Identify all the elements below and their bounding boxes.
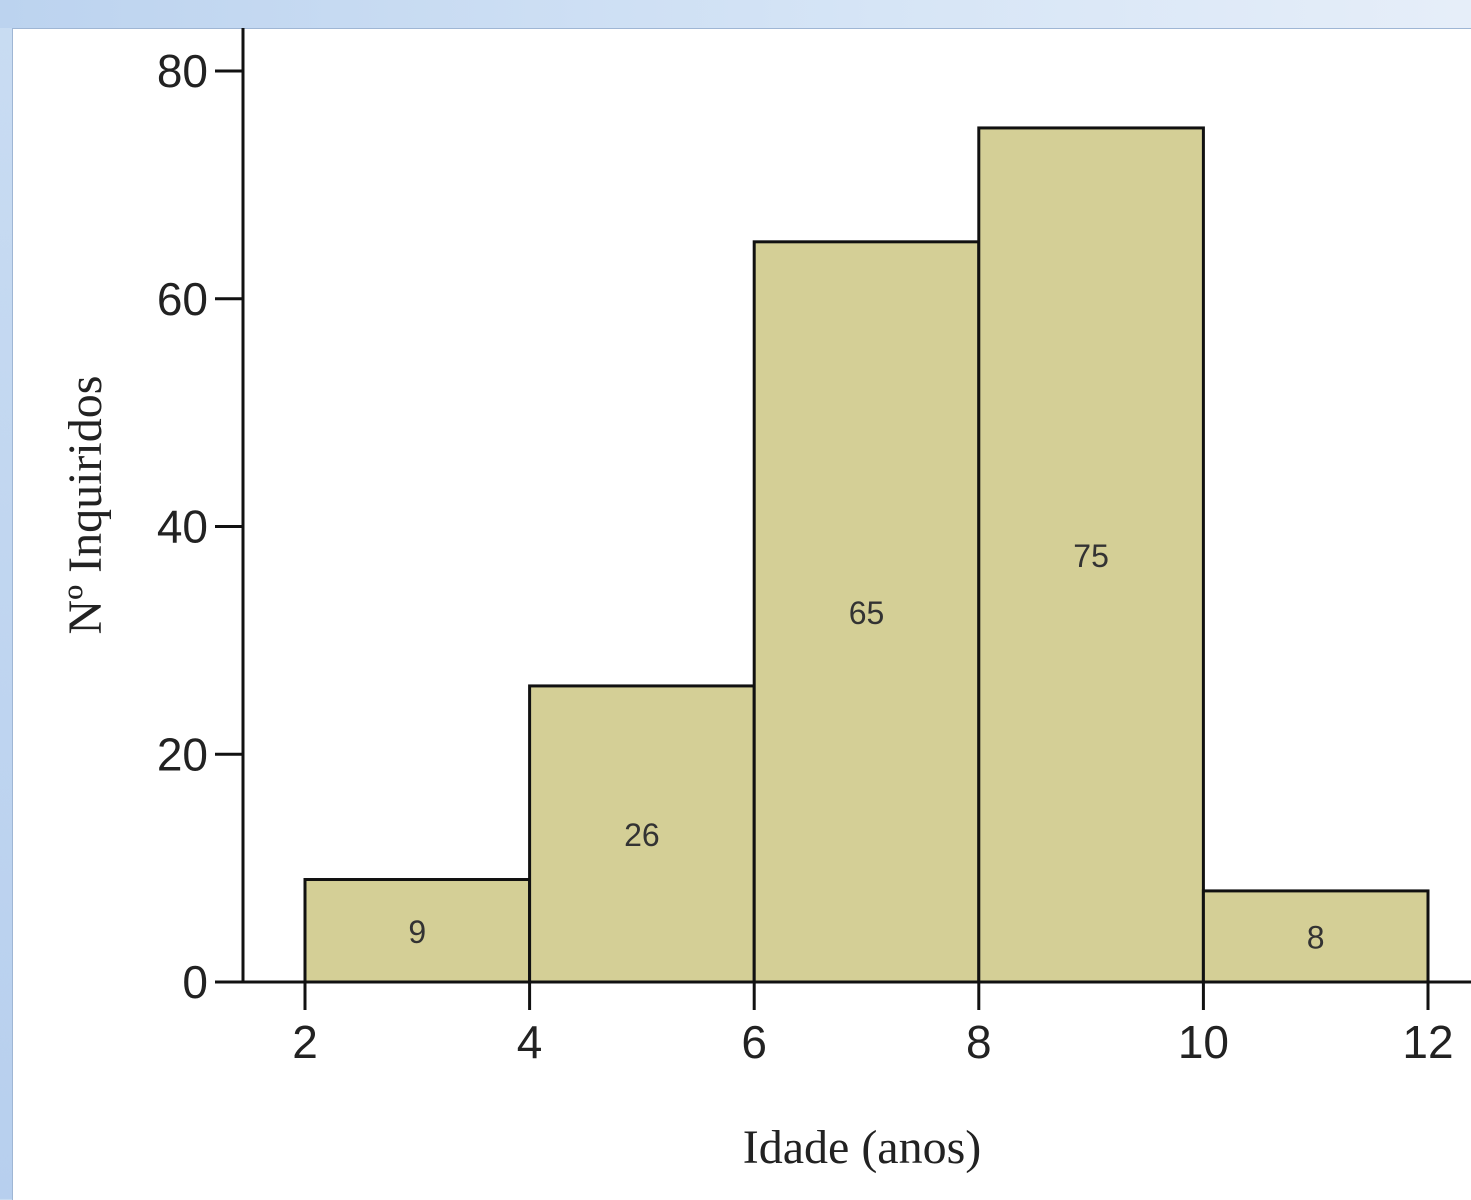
x-tick-label: 6 bbox=[741, 1016, 767, 1068]
x-tick-label: 4 bbox=[517, 1016, 543, 1068]
bar-data-label: 75 bbox=[1073, 538, 1109, 574]
x-tick-label: 2 bbox=[292, 1016, 318, 1068]
histogram-bar bbox=[977, 126, 1205, 984]
bar-data-label: 26 bbox=[624, 817, 660, 853]
x-tick-label: 8 bbox=[966, 1016, 992, 1068]
y-tick-label: 0 bbox=[182, 956, 208, 1008]
y-tick-label: 60 bbox=[157, 273, 208, 325]
x-ticks-layer: 2 4 6 8 10 12 bbox=[292, 982, 1454, 1068]
window-top-band bbox=[0, 0, 1471, 28]
y-tick-label: 20 bbox=[157, 728, 208, 780]
chart-panel bbox=[12, 28, 1471, 1200]
bar-data-label: 9 bbox=[408, 914, 426, 950]
histogram-bar bbox=[1201, 889, 1430, 984]
data-labels-layer: 9 26 65 75 8 bbox=[408, 538, 1324, 955]
axes-layer bbox=[241, 28, 1471, 984]
y-tick-label: 40 bbox=[157, 501, 208, 553]
bars-layer bbox=[303, 126, 1430, 984]
bar-data-label: 65 bbox=[849, 595, 885, 631]
x-axis-title: Idade (anos) bbox=[743, 1121, 982, 1174]
y-ticks-layer: 0 20 40 60 80 bbox=[157, 45, 243, 1008]
y-tick-label: 80 bbox=[157, 45, 208, 97]
x-tick-label: 10 bbox=[1178, 1016, 1229, 1068]
y-axis-title: Nº Inquiridos bbox=[59, 376, 112, 635]
bar-data-label: 8 bbox=[1307, 919, 1325, 955]
x-tick-label: 12 bbox=[1402, 1016, 1453, 1068]
histogram-bar bbox=[528, 684, 756, 984]
histogram-bar bbox=[752, 240, 981, 984]
